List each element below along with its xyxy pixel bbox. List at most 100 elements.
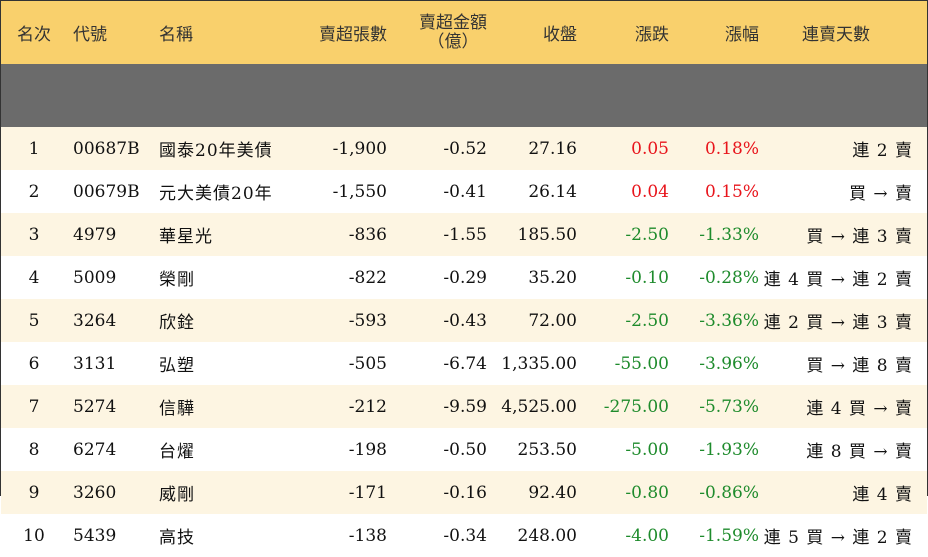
cell-close: 185.50	[517, 224, 577, 245]
header-code: 代號	[73, 25, 107, 45]
cell-net-sell-amount: -0.16	[443, 482, 487, 503]
cell-net-sell-volume: -836	[348, 224, 387, 245]
cell-change-pct: -3.96%	[699, 353, 759, 374]
cell-net-sell-amount: -9.59	[443, 396, 487, 417]
cell-streak: 連 2 買 → 連 3 賣	[759, 299, 927, 342]
table-row-1: 1 00687B 國泰20年美債 -1,900 -0.52 27.16 0.05…	[1, 127, 927, 170]
cell-change: 0.04	[631, 181, 669, 202]
cell-net-sell-amount: -0.52	[443, 138, 487, 159]
cell-change: 0.05	[631, 138, 669, 159]
cell-name: 弘塑	[159, 342, 287, 385]
cell-rank: 4	[28, 267, 40, 288]
cell-streak: 買 → 連 3 賣	[759, 213, 927, 256]
stock-name-text: 元大美債20年	[159, 184, 273, 204]
table-row-8: 8 6274 台燿 -198 -0.50 253.50 -5.00 -1.93%…	[1, 428, 927, 471]
cell-net-sell-volume: -1,550	[332, 181, 387, 202]
stock-name-text: 榮剛	[159, 270, 195, 290]
cell-streak: 買 → 連 8 賣	[759, 342, 927, 385]
stock-name-text: 弘塑	[159, 356, 195, 376]
cell-name: 威剛	[159, 471, 287, 514]
cell-rank: 6	[28, 353, 40, 374]
cell-code: 3260	[73, 482, 117, 503]
header-streak: 連賣天數	[802, 25, 870, 45]
cell-change: -2.50	[625, 310, 669, 331]
cell-change-pct: -0.86%	[699, 482, 759, 503]
cell-change-pct: -1.33%	[699, 224, 759, 245]
streak-text: 買 → 賣	[848, 184, 913, 204]
header-net-sell-amount-label: 賣超金額 （億）	[419, 13, 487, 52]
cell-streak: 買 → 賣	[759, 170, 927, 213]
cell-name: 欣銓	[159, 299, 287, 342]
table-row-2: 2 00679B 元大美債20年 -1,550 -0.41 26.14 0.04…	[1, 170, 927, 213]
cell-change: -0.10	[625, 267, 669, 288]
cell-close: 26.14	[528, 181, 577, 202]
cell-rank: 1	[28, 138, 40, 159]
header-rank: 名次	[17, 25, 51, 45]
cell-name: 高技	[159, 514, 287, 557]
cell-net-sell-amount: -0.29	[443, 267, 487, 288]
cell-rank: 10	[23, 525, 45, 546]
stock-name-text: 高技	[159, 528, 195, 548]
cell-rank: 8	[28, 439, 40, 460]
header-change-pct: 漲幅	[725, 25, 759, 45]
cell-change-pct: 0.15%	[704, 181, 759, 202]
cell-close: 92.40	[528, 482, 577, 503]
table-row-7: 7 5274 信驊 -212 -9.59 4,525.00 -275.00 -5…	[1, 385, 927, 428]
cell-change-pct: -1.59%	[699, 525, 759, 546]
cell-net-sell-volume: -822	[348, 267, 387, 288]
header-divider-line	[1, 64, 927, 127]
cell-name: 台燿	[159, 428, 287, 471]
stock-name-text: 信驊	[159, 399, 195, 419]
streak-text: 連 4 買 → 連 2 賣	[763, 270, 913, 290]
table-row-9: 9 3260 威剛 -171 -0.16 92.40 -0.80 -0.86% …	[1, 471, 927, 514]
streak-text: 連 2 賣	[852, 141, 913, 161]
cell-net-sell-amount: -0.50	[443, 439, 487, 460]
table-row-3: 3 4979 華星光 -836 -1.55 185.50 -2.50 -1.33…	[1, 213, 927, 256]
cell-rank: 9	[28, 482, 40, 503]
cell-close: 248.00	[517, 525, 577, 546]
cell-code: 3131	[73, 353, 117, 374]
cell-change: -55.00	[614, 353, 669, 374]
cell-net-sell-volume: -171	[348, 482, 387, 503]
table-row-4: 4 5009 榮剛 -822 -0.29 35.20 -0.10 -0.28% …	[1, 256, 927, 299]
streak-text: 連 8 買 → 賣	[806, 442, 913, 462]
cell-net-sell-amount: -0.41	[443, 181, 487, 202]
table-header: 名次 代號 名稱 賣超張數 賣超金額 （億） 收盤 漲跌 漲幅 連賣天數	[1, 1, 927, 127]
table-row-6: 6 3131 弘塑 -505 -6.74 1,335.00 -55.00 -3.…	[1, 342, 927, 385]
header-divider	[1, 64, 927, 127]
cell-net-sell-amount: -1.55	[443, 224, 487, 245]
cell-change: -4.00	[625, 525, 669, 546]
cell-name: 榮剛	[159, 256, 287, 299]
stock-name-text: 台燿	[159, 442, 195, 462]
cell-code: 3264	[73, 310, 117, 331]
cell-change: -2.50	[625, 224, 669, 245]
cell-net-sell-volume: -1,900	[332, 138, 387, 159]
cell-change-pct: -5.73%	[699, 396, 759, 417]
cell-change-pct: -0.28%	[699, 267, 759, 288]
cell-code: 5009	[73, 267, 117, 288]
stock-name-text: 威剛	[159, 485, 195, 505]
cell-streak: 連 4 賣	[759, 471, 927, 514]
cell-change: -5.00	[625, 439, 669, 460]
cell-change-pct: 0.18%	[704, 138, 759, 159]
cell-streak: 連 5 買 → 連 2 賣	[759, 514, 927, 557]
cell-code: 5274	[73, 396, 117, 417]
cell-name: 華星光	[159, 213, 287, 256]
cell-rank: 2	[28, 181, 40, 202]
cell-net-sell-volume: -505	[348, 353, 387, 374]
streak-text: 連 2 買 → 連 3 賣	[763, 313, 913, 333]
header-close: 收盤	[543, 25, 577, 45]
cell-code: 4979	[73, 224, 117, 245]
header-change: 漲跌	[635, 25, 669, 45]
cell-net-sell-amount: -0.43	[443, 310, 487, 331]
cell-rank: 3	[28, 224, 40, 245]
cell-streak: 連 8 買 → 賣	[759, 428, 927, 471]
streak-text: 連 4 買 → 賣	[806, 399, 913, 419]
streak-text: 連 5 買 → 連 2 賣	[763, 528, 913, 548]
cell-code: 5439	[73, 525, 117, 546]
cell-close: 72.00	[528, 310, 577, 331]
stock-name-text: 國泰20年美債	[159, 141, 273, 161]
stock-name-text: 華星光	[159, 227, 213, 247]
cell-rank: 7	[28, 396, 40, 417]
